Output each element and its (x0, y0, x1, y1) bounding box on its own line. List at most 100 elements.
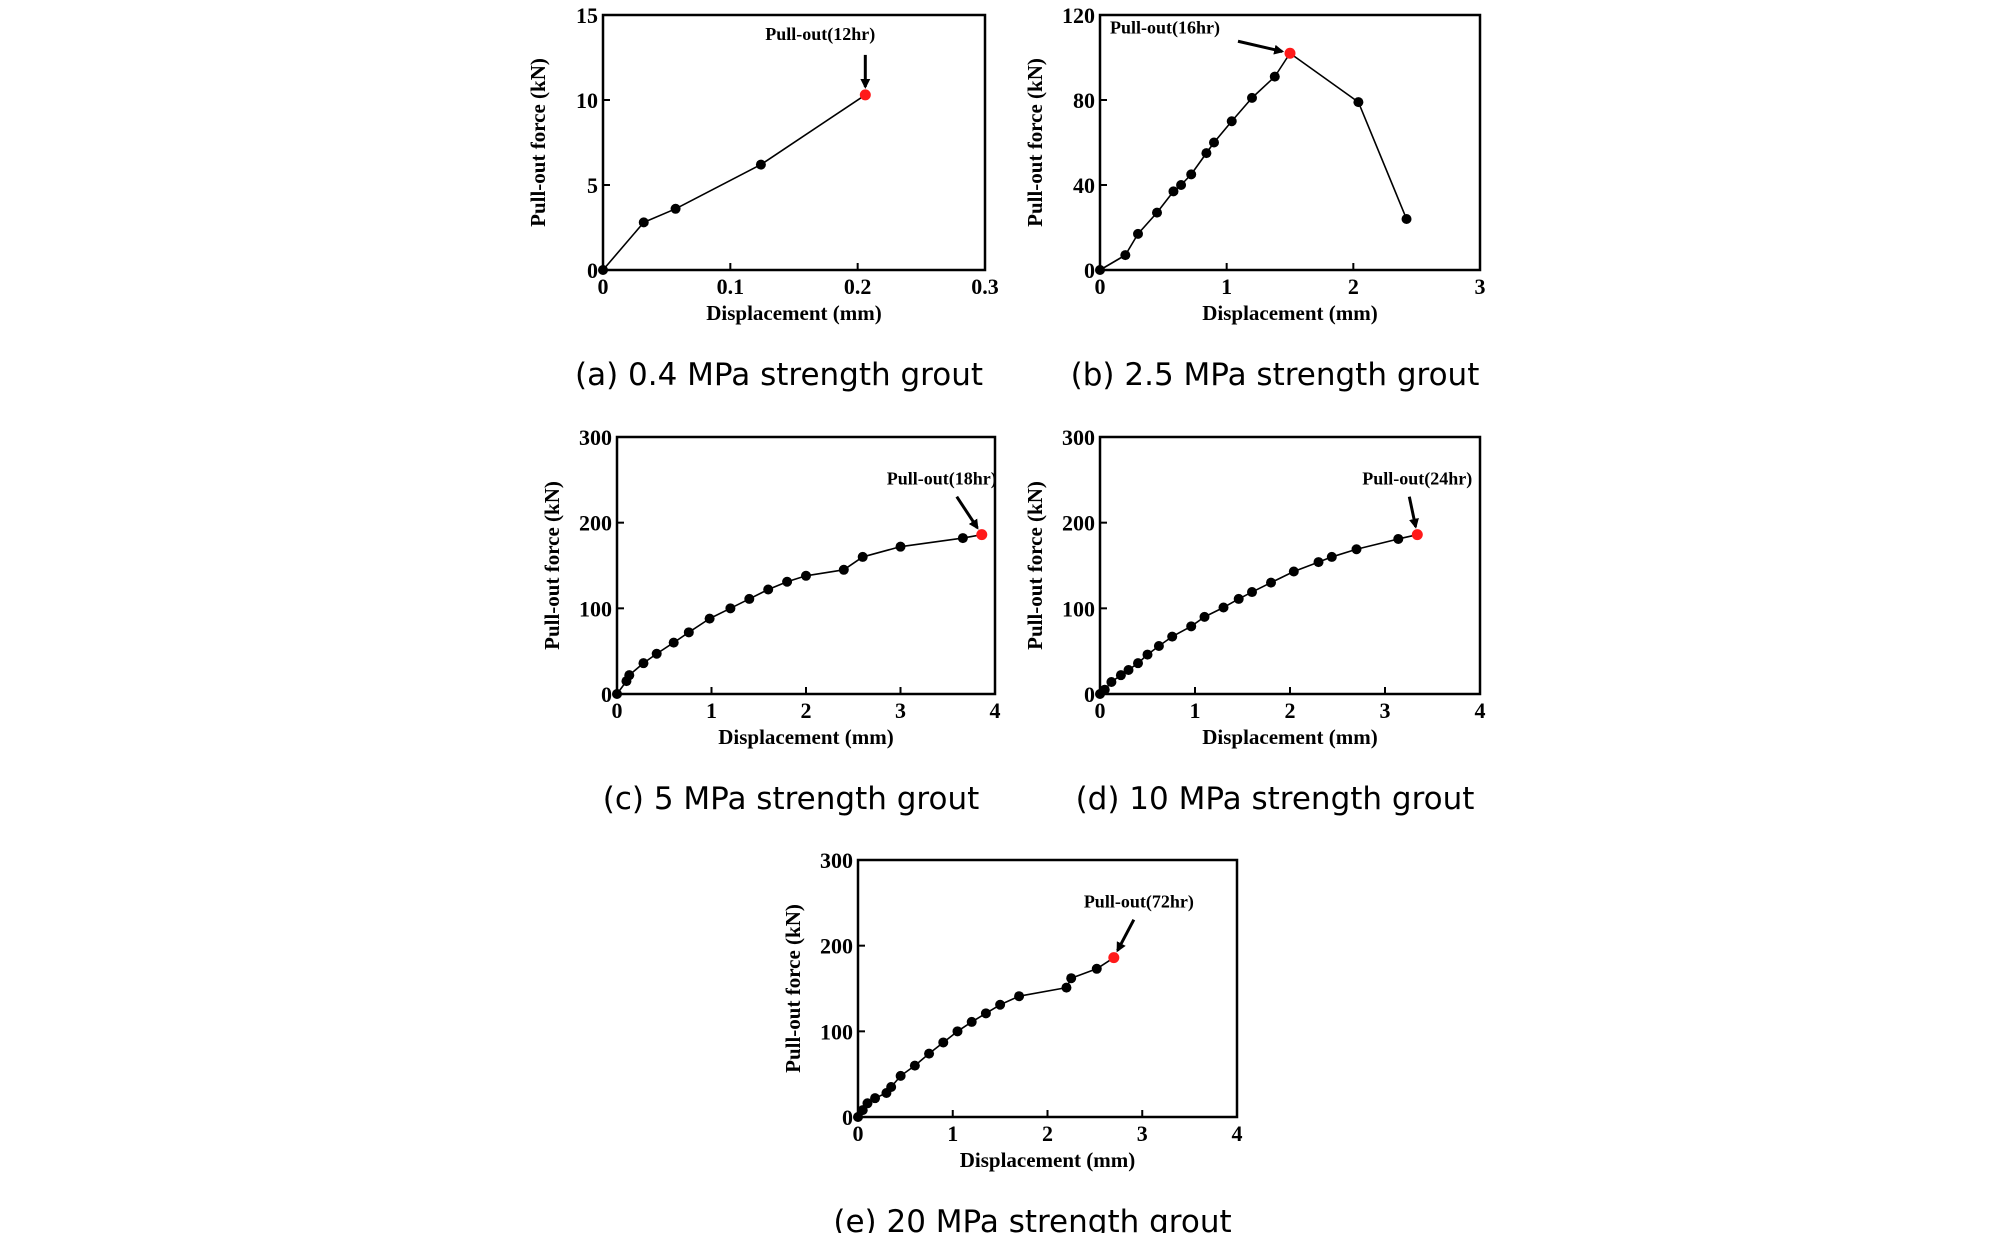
panel-c: 0 1 2 3 4 0 100 200 300 Displacement (mm) Pull-… (540, 425, 1001, 817)
pullout-arrow (1407, 496, 1419, 529)
series-point-group (1095, 47, 1412, 275)
data-point (1199, 611, 1210, 622)
panel-caption: (d) 10 MPa strength grout (1076, 781, 1475, 817)
y-tick-label: 0 (1084, 258, 1095, 283)
data-point (1209, 137, 1219, 148)
x-tick-label: 4 (990, 698, 1001, 723)
x-tick-label: 1 (1190, 698, 1201, 723)
data-point (725, 603, 736, 614)
data-point (1326, 551, 1337, 562)
x-axis-label: Displacement (mm) (1202, 301, 1378, 325)
panel-a: 0 0.1 0.2 0.3 0 5 10 15 Displacement (mm) Pull… (526, 3, 999, 393)
x-tick-label: 4 (1232, 1121, 1243, 1146)
data-point (870, 1093, 881, 1104)
series-line-segment (1289, 52, 1359, 103)
pullout-arrow (1116, 918, 1136, 953)
data-point (1313, 557, 1324, 568)
y-tick-label: 0 (601, 682, 612, 707)
data-point (1061, 982, 1072, 993)
data-point (1218, 602, 1229, 613)
y-ticks: 0 100 200 300 (579, 425, 624, 707)
series-line-group (857, 956, 1115, 1118)
pullout-annotation: Pull-out(16hr) (1110, 17, 1220, 38)
plot-frame (601, 13, 987, 272)
y-ticks: 0 100 200 300 (1062, 425, 1107, 707)
data-point (1168, 186, 1179, 197)
x-tick-label: 2 (1042, 1121, 1053, 1146)
y-tick-label: 120 (1062, 3, 1095, 28)
series-line-segment (760, 94, 866, 166)
data-point (1099, 684, 1110, 695)
pullout-arrow (955, 495, 979, 530)
panel-caption: (a) 0.4 MPa strength grout (575, 357, 983, 393)
pullout-point (976, 529, 988, 541)
series-point-group (1095, 529, 1423, 699)
series-line-segment (1251, 76, 1276, 99)
pullout-point (859, 89, 871, 101)
series-line-segment (602, 221, 645, 271)
x-tick-label: 3 (1137, 1121, 1148, 1146)
plot-frame (1098, 13, 1482, 272)
panel-d: 0 1 2 3 4 0 100 200 300 Displacement (mm) Pull-… (1023, 425, 1486, 817)
series-point-group (598, 89, 871, 275)
data-point (938, 1037, 949, 1048)
series-line-segment (900, 537, 963, 548)
series-line-group (1099, 533, 1418, 695)
y-tick-label: 200 (579, 511, 612, 536)
data-point (598, 265, 608, 275)
x-tick-label: 2 (801, 698, 812, 723)
y-tick-label: 0 (842, 1105, 853, 1130)
data-point (1266, 577, 1276, 588)
x-axis-label: Displacement (mm) (960, 1148, 1136, 1172)
y-tick-label: 200 (820, 934, 853, 959)
data-point (1095, 265, 1105, 275)
panel-b: 0 1 2 3 0 40 80 120 Displacement (mm) Pull-out… (1023, 3, 1486, 393)
x-tick-label: 4 (1475, 698, 1486, 723)
data-point (857, 551, 868, 562)
y-ticks: 0 40 80 120 (1062, 3, 1107, 283)
y-tick-label: 15 (576, 3, 598, 28)
data-point (980, 1008, 991, 1019)
x-ticks: 0 1 2 3 4 (1095, 687, 1486, 723)
y-tick-label: 300 (579, 425, 612, 450)
data-point (886, 1082, 897, 1093)
data-point (952, 1026, 963, 1037)
data-point (1288, 566, 1299, 577)
x-tick-label: 0.1 (717, 274, 745, 299)
data-point (1066, 973, 1077, 984)
series-line-segment (1357, 101, 1408, 220)
y-axis-label: Pull-out force (kN) (540, 481, 564, 650)
x-tick-label: 1 (1221, 274, 1232, 299)
series-line-segment (1356, 538, 1399, 551)
x-tick-label: 3 (895, 698, 906, 723)
series-line-group (616, 533, 982, 695)
y-ticks: 0 100 200 300 (820, 848, 865, 1130)
x-axis-label: Displacement (mm) (718, 725, 894, 749)
data-point (744, 593, 755, 604)
x-tick-label: 2 (1285, 698, 1296, 723)
panel-caption: (c) 5 MPa strength grout (603, 781, 980, 817)
series-line-segment (1231, 97, 1253, 122)
data-point (755, 159, 766, 170)
data-point (624, 670, 635, 681)
series-point-group (612, 529, 988, 699)
panel-caption: (e) 20 MPa strength grout (833, 1204, 1231, 1233)
data-point (1133, 228, 1143, 239)
data-point (862, 1098, 873, 1109)
data-point (704, 613, 715, 624)
y-tick-label: 80 (1073, 88, 1095, 113)
x-ticks: 0 1 2 3 4 (612, 687, 1001, 723)
data-point (670, 203, 681, 214)
data-point (801, 570, 811, 581)
pullout-point (1411, 529, 1423, 541)
data-point (1133, 658, 1143, 669)
x-tick-label: 2 (1348, 274, 1359, 299)
series-line-segment (675, 163, 762, 210)
data-point (1120, 250, 1131, 261)
x-tick-label: 0 (612, 698, 623, 723)
series-line-segment (862, 545, 901, 558)
x-tick-label: 1 (947, 1121, 958, 1146)
x-tick-label: 0.2 (844, 274, 872, 299)
data-point (924, 1048, 935, 1059)
data-point (1247, 92, 1257, 103)
